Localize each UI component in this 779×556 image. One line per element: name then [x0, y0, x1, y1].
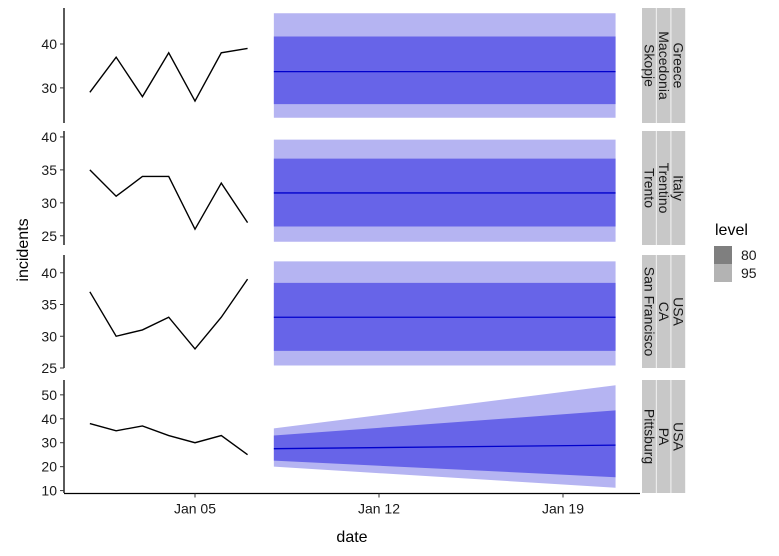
facet-strip	[671, 255, 686, 368]
y-tick-label: 30	[41, 328, 57, 344]
x-axis: Jan 05 Jan 12 Jan 19	[64, 492, 640, 517]
facet-strip-label: Macedonia	[656, 31, 672, 100]
y-tick-label: 10	[41, 483, 57, 499]
band-80	[273, 36, 616, 105]
history-line	[89, 278, 249, 351]
legend-key	[714, 246, 732, 264]
x-tick-label: Jan 12	[358, 501, 400, 517]
facet-strip-label: San Francisco	[641, 267, 657, 357]
facet-strip	[642, 380, 656, 493]
facet-strip	[671, 8, 686, 123]
facet-strip-label: Greece	[671, 43, 687, 89]
y-tick-label: 30	[41, 435, 57, 451]
facet-strip	[656, 8, 671, 123]
facet-strip	[656, 131, 671, 245]
facet-strip-label: Trentino	[656, 163, 672, 214]
facet-strip	[656, 380, 671, 493]
legend: level 80 95	[714, 222, 757, 282]
history-line	[89, 47, 248, 103]
y-tick-label: 25	[41, 360, 57, 376]
x-axis-title: date	[336, 529, 367, 546]
y-tick-label: 30	[41, 195, 57, 211]
x-tick-label: Jan 05	[174, 501, 216, 517]
facet-strip	[642, 255, 656, 368]
forecast-mean-line	[273, 444, 616, 450]
y-tick-label: 20	[41, 459, 57, 475]
facet-strip-label: Skopje	[641, 44, 657, 87]
facet-strip	[671, 380, 686, 493]
y-tick-label: 35	[41, 297, 57, 313]
history-line	[89, 169, 249, 231]
legend-label: 80	[741, 247, 757, 263]
y-tick-label: 40	[41, 129, 57, 145]
y-tick-label: 25	[41, 228, 57, 244]
legend-key	[714, 264, 732, 282]
facet-strip-label: PA	[656, 428, 672, 446]
history-line	[89, 422, 248, 456]
facet-strip-label: CA	[656, 302, 672, 322]
y-axis-title: incidents	[15, 218, 32, 281]
facet-strip	[671, 131, 686, 245]
y-tick-label: 50	[41, 387, 57, 403]
facet-strip-label: USA	[671, 297, 687, 326]
band-80	[273, 410, 616, 478]
y-tick-label: 30	[41, 80, 57, 96]
facet-strip-label: Italy	[671, 175, 687, 201]
y-tick-label: 40	[41, 36, 57, 52]
y-tick-label: 40	[41, 265, 57, 281]
x-tick-label: Jan 19	[542, 501, 584, 517]
facet-strip	[642, 8, 656, 123]
legend-title: level	[715, 222, 748, 239]
y-tick-label: 40	[41, 411, 57, 427]
y-tick-label: 35	[41, 162, 57, 178]
legend-label: 95	[741, 265, 757, 281]
facet-strip	[656, 255, 671, 368]
facet-strip-label: USA	[671, 422, 687, 451]
facet-strip-label: Pittsburg	[641, 409, 657, 464]
facet-strip	[642, 131, 656, 245]
facet-strip-label: Trento	[641, 168, 657, 208]
